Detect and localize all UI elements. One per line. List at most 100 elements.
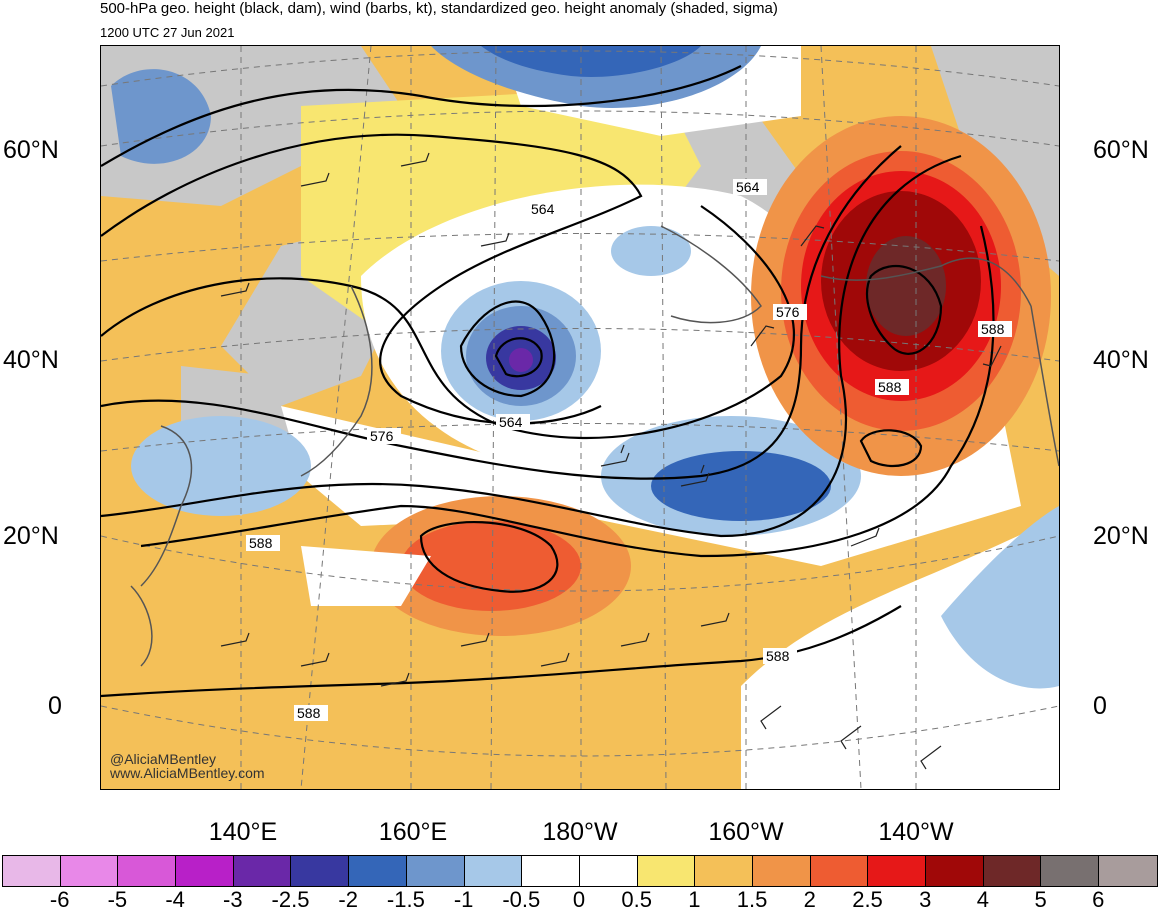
contour-heatdome-high [866, 264, 943, 355]
wind-barb [300, 652, 330, 667]
wind-barb [850, 527, 880, 547]
anomaly-negative-central-pacific-core [651, 451, 831, 521]
contour-582 [101, 154, 962, 538]
colorbar-tick-label: 5 [1034, 887, 1047, 912]
colorbar-swatch [1041, 856, 1100, 886]
contour-label-bg [763, 648, 797, 664]
contour-588 [140, 225, 995, 558]
contour-label: 576 [370, 428, 394, 444]
colorbar-swatch [522, 856, 580, 886]
coast-japan [300, 285, 373, 477]
contour-label: 588 [297, 705, 321, 721]
wind-barb [220, 632, 250, 647]
wind-barb [620, 632, 650, 647]
lat-label-20n-left: 20°N [3, 522, 59, 550]
coast-aleutians [660, 225, 762, 324]
colorbar-tick-label: -0.5 [502, 887, 541, 912]
lat-label-40n-left: 40°N [3, 346, 59, 374]
contour-label-bg [773, 304, 807, 320]
wind-barb [220, 282, 250, 297]
graticule [101, 46, 1059, 789]
colorbar-tick-label: -1.5 [386, 887, 425, 912]
credit-handle: @AliciaMBentley [110, 751, 217, 767]
lon-line-150e [300, 46, 372, 789]
colorbar-tick-label: -1 [453, 887, 474, 912]
credits: @AliciaMBentley www.AliciaMBentley.com [110, 752, 265, 780]
wind-barb [920, 745, 942, 770]
coastlines [130, 225, 1059, 667]
lat-line-30 [101, 423, 1059, 452]
colorbar-tick-label: -2 [338, 887, 358, 912]
colorbar [2, 855, 1158, 887]
colorbar-tick-label: 6 [1092, 887, 1105, 912]
lat-label-0-right: 0 [1093, 692, 1107, 720]
lat-label-60n-left: 60°N [3, 136, 59, 164]
lat-label-0-left: 0 [48, 692, 62, 720]
contour-label-bg [294, 705, 328, 721]
colorbar-swatch [695, 856, 753, 886]
anomaly-negative-arctic-core [481, 46, 701, 77]
wind-barb [840, 725, 862, 750]
anomaly-negative-china-coast [131, 416, 311, 516]
contour-label: 564 [531, 201, 555, 217]
contour-label-bg [367, 428, 401, 444]
contour-label-bg [978, 321, 1012, 337]
coast-north-america [1030, 305, 1059, 467]
lon-label-160e: 160°E [378, 818, 448, 846]
wind-barb [540, 652, 570, 667]
colorbar-tick-label: 1 [688, 887, 701, 912]
wind-barb [380, 672, 410, 687]
wind-barb [460, 632, 490, 647]
colorbar-tick-label: 1.5 [736, 887, 768, 912]
wind-barb [400, 152, 430, 167]
colorbar-tick-label: 0.5 [621, 887, 652, 912]
wind-barb [750, 325, 775, 347]
colorbar-tick-label: 0 [572, 887, 586, 912]
colorbar-swatch [579, 856, 638, 886]
colorbar-tick-label: -2.5 [271, 887, 310, 912]
anomaly-negative-cutoff-center [509, 348, 533, 372]
colorbar-swatch [637, 856, 696, 886]
valid-time: 1200 UTC 27 Jun 2021 [100, 25, 235, 40]
contour-588-closed [859, 429, 923, 468]
credit-website[interactable]: www.AliciaMBentley.com [110, 765, 265, 781]
contour-588-subtropical-high [419, 520, 559, 593]
lat-label-20n-right: 20°N [1093, 522, 1149, 550]
colorbar-tick-label: 2 [803, 887, 816, 912]
wind-barb [680, 464, 710, 487]
colorbar-swatch [349, 856, 407, 886]
lon-line-170e [490, 46, 497, 789]
colorbar-tick-label: -5 [107, 887, 128, 912]
wind-barb [480, 232, 510, 247]
colorbar-swatch [118, 856, 177, 886]
anomaly-positive-heatdome-core [866, 236, 946, 336]
contour-label: 564 [736, 179, 760, 195]
anomaly-negative-siberia [111, 69, 211, 164]
wind-barb [760, 705, 782, 730]
colorbar-swatch [291, 856, 350, 886]
lon-label-180w: 180°W [542, 818, 618, 846]
contour-label-bg [733, 179, 767, 195]
colorbar-swatch [1099, 856, 1157, 886]
contour-576 [101, 145, 902, 480]
coast-alaska [820, 257, 1032, 307]
colorbar-swatch [752, 856, 811, 886]
wind-barb [600, 444, 630, 467]
contour-label: 588 [249, 535, 273, 551]
colorbar-tick-label: -4 [165, 887, 185, 912]
wind-barb [800, 225, 825, 247]
figure-title: 500-hPa geo. height (black, dam), wind (… [100, 0, 778, 17]
colorbar-swatch [60, 856, 119, 886]
colorbar-swatch [926, 856, 984, 886]
map-panel[interactable]: 564 564 564 576 576 588 588 588 588 588 [100, 45, 1060, 790]
lon-label-160w: 160°W [708, 818, 784, 846]
contour-564 [101, 133, 643, 425]
contour-label: 588 [981, 321, 1005, 337]
colorbar-tick-label: 4 [976, 887, 990, 912]
lat-label-60n-right: 60°N [1093, 136, 1149, 164]
colorbar-swatch [464, 856, 523, 886]
contour-588-tropics [101, 605, 902, 698]
colorbar-tick-label: 2.5 [852, 887, 883, 912]
map-canvas: 564 564 564 576 576 588 588 588 588 588 [101, 46, 1059, 789]
anomaly-negative-eastern [941, 506, 1059, 689]
